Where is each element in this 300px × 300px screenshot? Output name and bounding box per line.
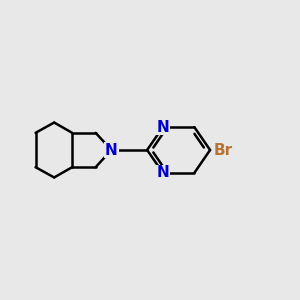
Text: N: N (105, 142, 118, 158)
Text: N: N (157, 165, 169, 180)
Text: N: N (157, 120, 169, 135)
Text: Br: Br (214, 142, 232, 158)
